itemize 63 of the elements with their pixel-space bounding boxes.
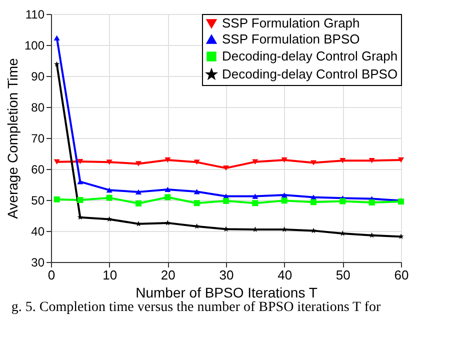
point bbox=[164, 220, 171, 226]
y-tick-label: 70 bbox=[31, 132, 45, 146]
point bbox=[194, 189, 200, 194]
point bbox=[340, 198, 346, 204]
y-tick-label: 50 bbox=[31, 194, 45, 208]
point bbox=[223, 165, 229, 171]
point bbox=[77, 158, 84, 164]
point bbox=[194, 223, 200, 229]
y-tick-label: 60 bbox=[31, 162, 45, 176]
point bbox=[54, 61, 60, 67]
point bbox=[398, 157, 404, 163]
point bbox=[106, 194, 112, 201]
y-tick-label: 100 bbox=[24, 38, 45, 52]
x-tick-label: 60 bbox=[394, 268, 409, 282]
x-tick-label: 20 bbox=[160, 268, 176, 282]
point bbox=[164, 194, 171, 200]
point bbox=[136, 161, 142, 166]
point bbox=[77, 179, 84, 184]
x-axis-title: Number of BPSO Iterations T bbox=[136, 284, 318, 300]
y-tick-label: 80 bbox=[31, 100, 45, 114]
point bbox=[398, 234, 404, 240]
point bbox=[310, 160, 316, 166]
legend-label: Decoding-delay Control BPSO bbox=[222, 66, 398, 82]
point bbox=[54, 35, 60, 40]
point bbox=[281, 157, 288, 163]
x-tick-label: 0 bbox=[48, 268, 56, 282]
point bbox=[310, 199, 316, 206]
y-axis-title: Average Completion Time bbox=[4, 58, 20, 219]
point bbox=[54, 196, 60, 202]
point bbox=[223, 198, 229, 204]
point bbox=[106, 160, 112, 165]
point bbox=[310, 228, 316, 234]
point bbox=[340, 158, 346, 164]
point bbox=[136, 189, 142, 195]
x-tick-label: 50 bbox=[336, 268, 350, 282]
point bbox=[106, 216, 112, 222]
point bbox=[136, 200, 142, 206]
x-tick-label: 40 bbox=[278, 268, 292, 282]
point bbox=[194, 160, 200, 165]
point bbox=[54, 159, 60, 164]
point bbox=[281, 198, 288, 204]
point bbox=[106, 187, 112, 193]
point bbox=[252, 159, 258, 164]
point bbox=[164, 186, 171, 192]
point bbox=[194, 200, 200, 206]
x-tick-label: 30 bbox=[219, 268, 234, 282]
point bbox=[368, 199, 375, 206]
point bbox=[281, 192, 288, 198]
point bbox=[252, 200, 258, 206]
y-tick-label: 30 bbox=[31, 256, 45, 270]
point bbox=[77, 197, 84, 203]
legend-label: Decoding-delay Control Graph bbox=[222, 48, 398, 64]
y-tick-label: 40 bbox=[31, 224, 45, 238]
legend-label: SSP Formulation Graph bbox=[222, 16, 360, 30]
point bbox=[368, 232, 375, 238]
y-tick-label: 110 bbox=[25, 8, 45, 22]
y-tick-label: 90 bbox=[31, 70, 45, 84]
x-tick-label: 10 bbox=[102, 268, 118, 282]
point bbox=[252, 194, 258, 199]
legend-label: SSP Formulation BPSO bbox=[222, 32, 360, 46]
point bbox=[368, 158, 375, 164]
point bbox=[164, 157, 171, 163]
text: g. 5. Completion time versus the number of BPSO iterations T for bbox=[11, 300, 381, 315]
